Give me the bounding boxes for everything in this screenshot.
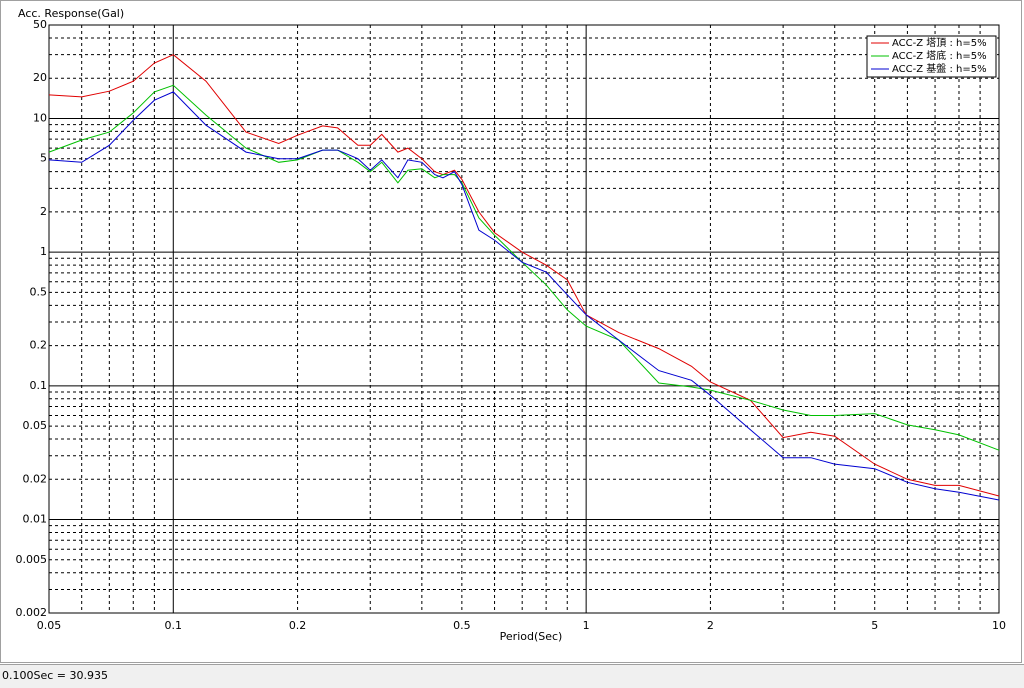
x-tick-label: 0.5 — [453, 619, 471, 632]
chart-frame — [0, 0, 1022, 663]
y-tick-label: 0.002 — [16, 606, 48, 619]
y-tick-label: 0.1 — [30, 379, 48, 392]
x-tick-label: 0.2 — [289, 619, 307, 632]
status-bar: 0.100Sec = 30.935 — [0, 664, 1024, 688]
x-tick-label: 0.05 — [37, 619, 62, 632]
y-tick-label: 20 — [33, 71, 47, 84]
legend-label: ACC-Z 塔頂 : h=5% — [892, 36, 987, 49]
x-tick-label: 0.1 — [165, 619, 183, 632]
x-tick-label: 5 — [871, 619, 878, 632]
y-tick-label: 0.02 — [23, 472, 48, 485]
y-tick-label: 0.2 — [30, 339, 48, 352]
legend-label: ACC-Z 基盤 : h=5% — [892, 62, 987, 75]
series-line — [48, 84, 1000, 451]
y-tick-label: 0.5 — [30, 285, 48, 298]
series-line — [48, 91, 1000, 501]
chart: Acc. Response(Gal) Period(Sec) 0.05 0.1 0.… — [0, 0, 1022, 663]
y-tick-label: 10 — [33, 111, 47, 124]
y-tick-label: 2 — [40, 205, 47, 218]
y-tick-label: 5 — [40, 152, 47, 165]
x-tick-label: 1 — [583, 619, 590, 632]
y-axis-title: Acc. Response(Gal) — [18, 7, 124, 20]
y-tick-label: 0.05 — [23, 419, 48, 432]
x-axis-title: Period(Sec) — [500, 630, 563, 643]
legend-label: ACC-Z 塔底 : h=5% — [892, 49, 987, 62]
x-tick-label: 2 — [707, 619, 714, 632]
y-tick-label: 0.01 — [23, 513, 48, 526]
y-tick-label: 50 — [33, 18, 47, 31]
y-tick-label: 0.005 — [16, 553, 48, 566]
series-line — [48, 54, 1000, 497]
y-tick-label: 1 — [40, 245, 47, 258]
x-tick-label: 10 — [992, 619, 1006, 632]
plot-area — [48, 24, 1000, 614]
